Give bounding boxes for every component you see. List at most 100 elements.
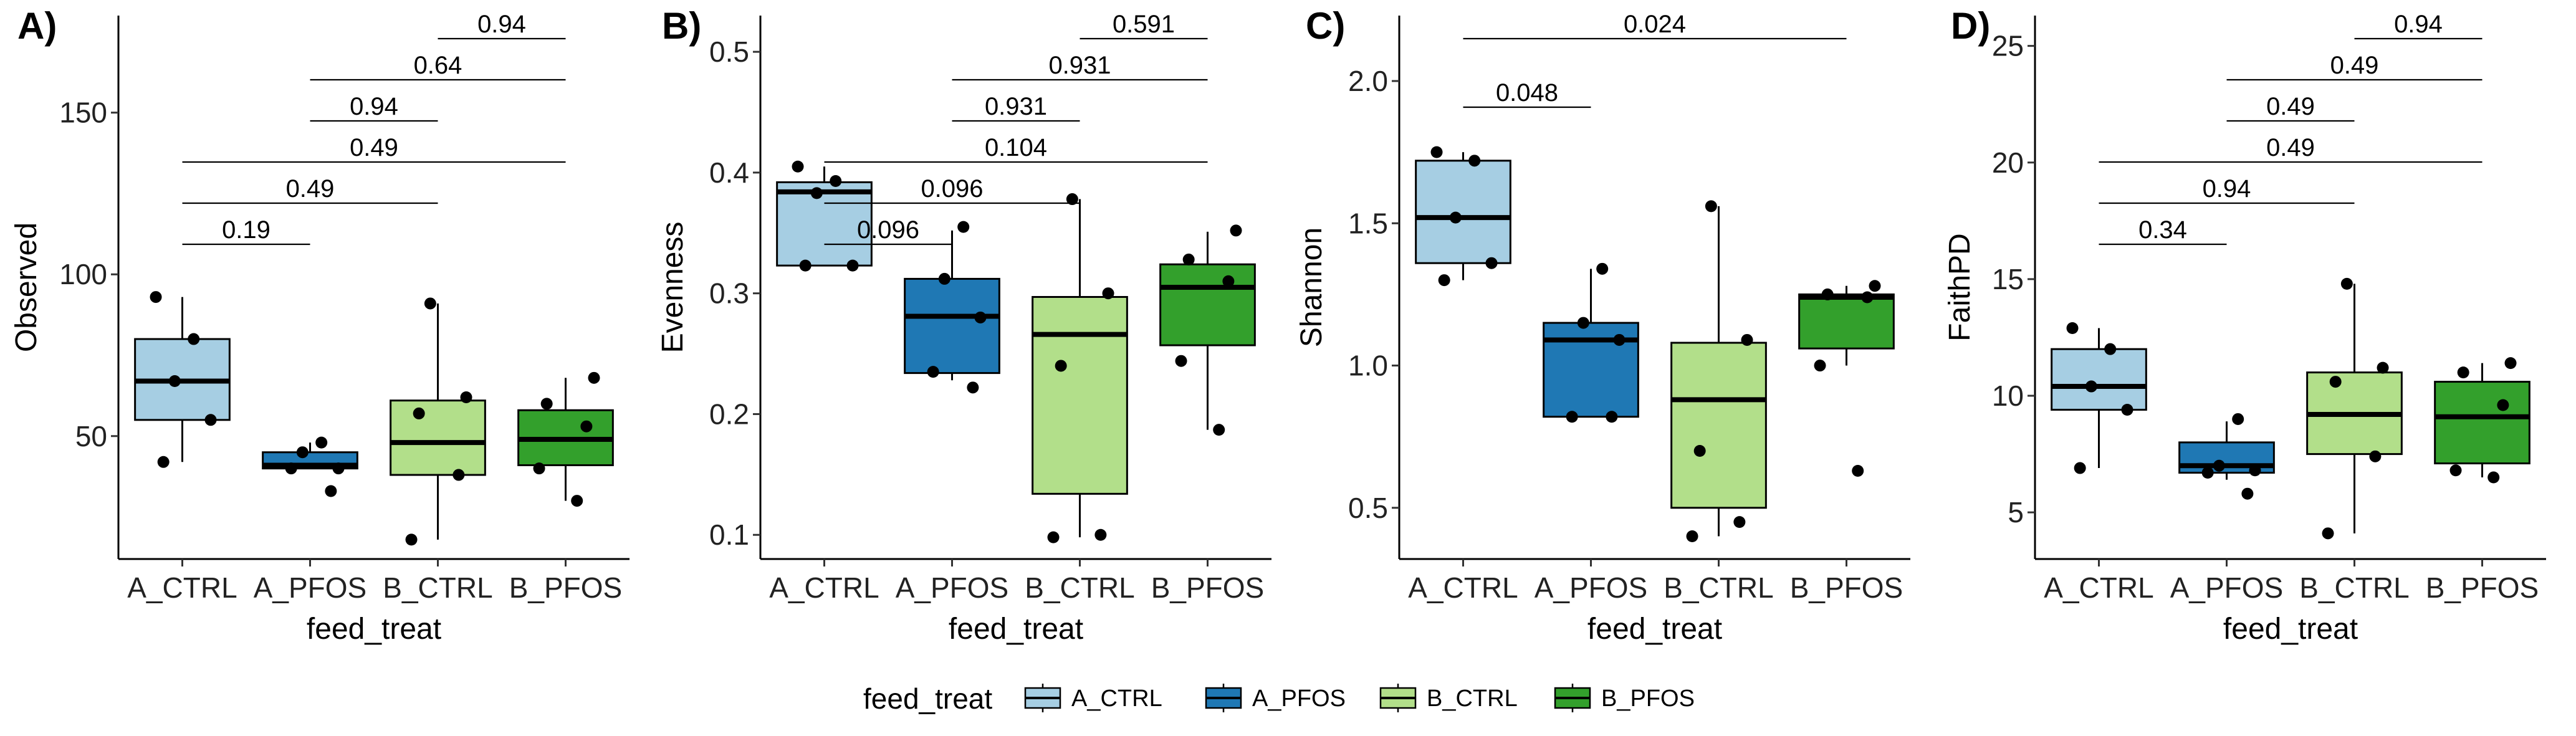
data-point — [957, 221, 970, 233]
box-A_CTRL — [776, 166, 873, 267]
x-tick-label: A_PFOS — [896, 571, 1009, 604]
box-A_PFOS — [904, 230, 1000, 381]
data-point — [2449, 464, 2462, 477]
data-point — [1430, 146, 1443, 158]
p-value-label: 0.096 — [857, 216, 919, 244]
data-point — [1213, 424, 1225, 436]
x-tick-label: A_CTRL — [1408, 571, 1518, 604]
y-tick-label: 2.0 — [1348, 65, 1388, 97]
data-point — [285, 462, 297, 475]
chart-panels: A) 50 100 150 A_CTRL A_PFOS B_CTRL B_PFOS feed_t… — [10, 5, 2546, 646]
legend-item-A_CTRL: A_CTRL — [1024, 684, 1162, 712]
p-value-label: 0.096 — [921, 175, 983, 203]
p-value-label: 0.024 — [1624, 11, 1686, 38]
data-point — [405, 533, 418, 546]
y-tick-label: 150 — [59, 97, 107, 129]
data-point — [2487, 471, 2500, 484]
data-point — [974, 311, 987, 323]
box-B_PFOS — [1159, 231, 1256, 430]
panel-label: D) — [1951, 5, 1990, 47]
data-point — [296, 446, 309, 459]
x-tick-label: A_CTRL — [2044, 571, 2153, 604]
data-point — [1613, 333, 1626, 346]
data-point — [830, 174, 842, 187]
data-point — [540, 398, 553, 410]
y-axis-title: Evenness — [656, 222, 689, 353]
data-point — [2085, 380, 2097, 393]
x-tick-label: A_PFOS — [1535, 571, 1648, 604]
data-point — [2322, 527, 2334, 540]
y-tick-label: 0.3 — [709, 277, 749, 310]
data-point — [2066, 322, 2079, 334]
box-body — [1415, 160, 1511, 264]
x-tick-label: A_PFOS — [2170, 571, 2284, 604]
data-point — [1705, 200, 1717, 213]
y-tick-label: 0.2 — [709, 398, 749, 430]
panel-a: A) 50 100 150 A_CTRL A_PFOS B_CTRL B_PFOS feed_t… — [10, 5, 630, 646]
box-body — [1798, 293, 1895, 350]
data-point — [1102, 287, 1114, 300]
data-point — [413, 407, 425, 419]
box-body — [1032, 296, 1128, 495]
data-point — [332, 462, 345, 475]
data-point — [1852, 464, 1864, 477]
y-axis-title: Shannon — [1295, 227, 1328, 347]
data-point — [1566, 411, 1578, 423]
y-tick-label: 10 — [1992, 380, 2024, 412]
data-point — [1821, 288, 1834, 300]
panel-c: C) 0.5 1.0 1.5 2.0 A_CTRL A_PFOS B_CTRL B_PFOSfe… — [1295, 5, 1910, 646]
p-value-label: 0.49 — [2330, 52, 2379, 79]
legend-label: B_PFOS — [1601, 686, 1695, 712]
data-point — [157, 456, 170, 468]
x-tick-label: B_CTRL — [1664, 571, 1773, 604]
box-body — [904, 277, 1000, 375]
data-point — [460, 391, 472, 403]
y-tick-label: 0.4 — [709, 156, 749, 189]
legend-items: A_CTRL A_PFOS B_CTRL B_PFOS — [1024, 684, 1695, 712]
box-B_CTRL — [1670, 206, 1767, 537]
box-A_PFOS — [262, 442, 358, 470]
data-point — [938, 272, 950, 285]
box-A_CTRL — [134, 297, 231, 462]
data-point — [1596, 262, 1609, 275]
data-point — [2369, 450, 2382, 462]
legend-title: feed_treat — [863, 682, 992, 715]
data-point — [2121, 403, 2133, 416]
data-point — [2329, 376, 2342, 388]
box-B_PFOS — [2434, 363, 2531, 478]
data-point — [1577, 317, 1589, 329]
y-tick-label: 5 — [2008, 496, 2024, 528]
p-value-label: 0.94 — [350, 93, 398, 120]
box-B_CTRL — [2306, 284, 2403, 533]
y-axis-title: FaithPD — [1943, 233, 1976, 341]
data-point — [2074, 462, 2086, 474]
data-point — [315, 436, 328, 449]
data-point — [2340, 277, 2353, 290]
box-A_CTRL — [2051, 328, 2147, 469]
p-value-label: 0.591 — [1113, 11, 1175, 38]
y-axis-title: Observed — [10, 222, 43, 352]
x-tick-label: B_PFOS — [1790, 571, 1903, 604]
box-body — [2051, 348, 2147, 411]
x-axis-title: feed_treat — [307, 613, 441, 646]
data-point — [1861, 291, 1874, 303]
legend-item-B_CTRL: B_CTRL — [1379, 684, 1518, 712]
data-point — [1485, 257, 1498, 269]
data-point — [2377, 361, 2389, 374]
data-point — [1686, 530, 1698, 542]
data-point — [792, 160, 804, 173]
box-A_CTRL — [1415, 152, 1511, 280]
data-point — [1449, 211, 1462, 224]
box-body — [2434, 381, 2531, 465]
data-point — [1066, 193, 1078, 206]
legend-label: B_CTRL — [1427, 686, 1518, 712]
y-tick-label: 1.5 — [1348, 207, 1388, 239]
x-tick-label: B_CTRL — [383, 571, 492, 604]
y-tick-label: 20 — [1992, 146, 2024, 179]
data-point — [1606, 411, 1618, 423]
data-point — [452, 469, 465, 481]
p-value-label: 0.49 — [2266, 134, 2315, 161]
box-B_PFOS — [517, 378, 614, 501]
data-point — [927, 366, 939, 378]
